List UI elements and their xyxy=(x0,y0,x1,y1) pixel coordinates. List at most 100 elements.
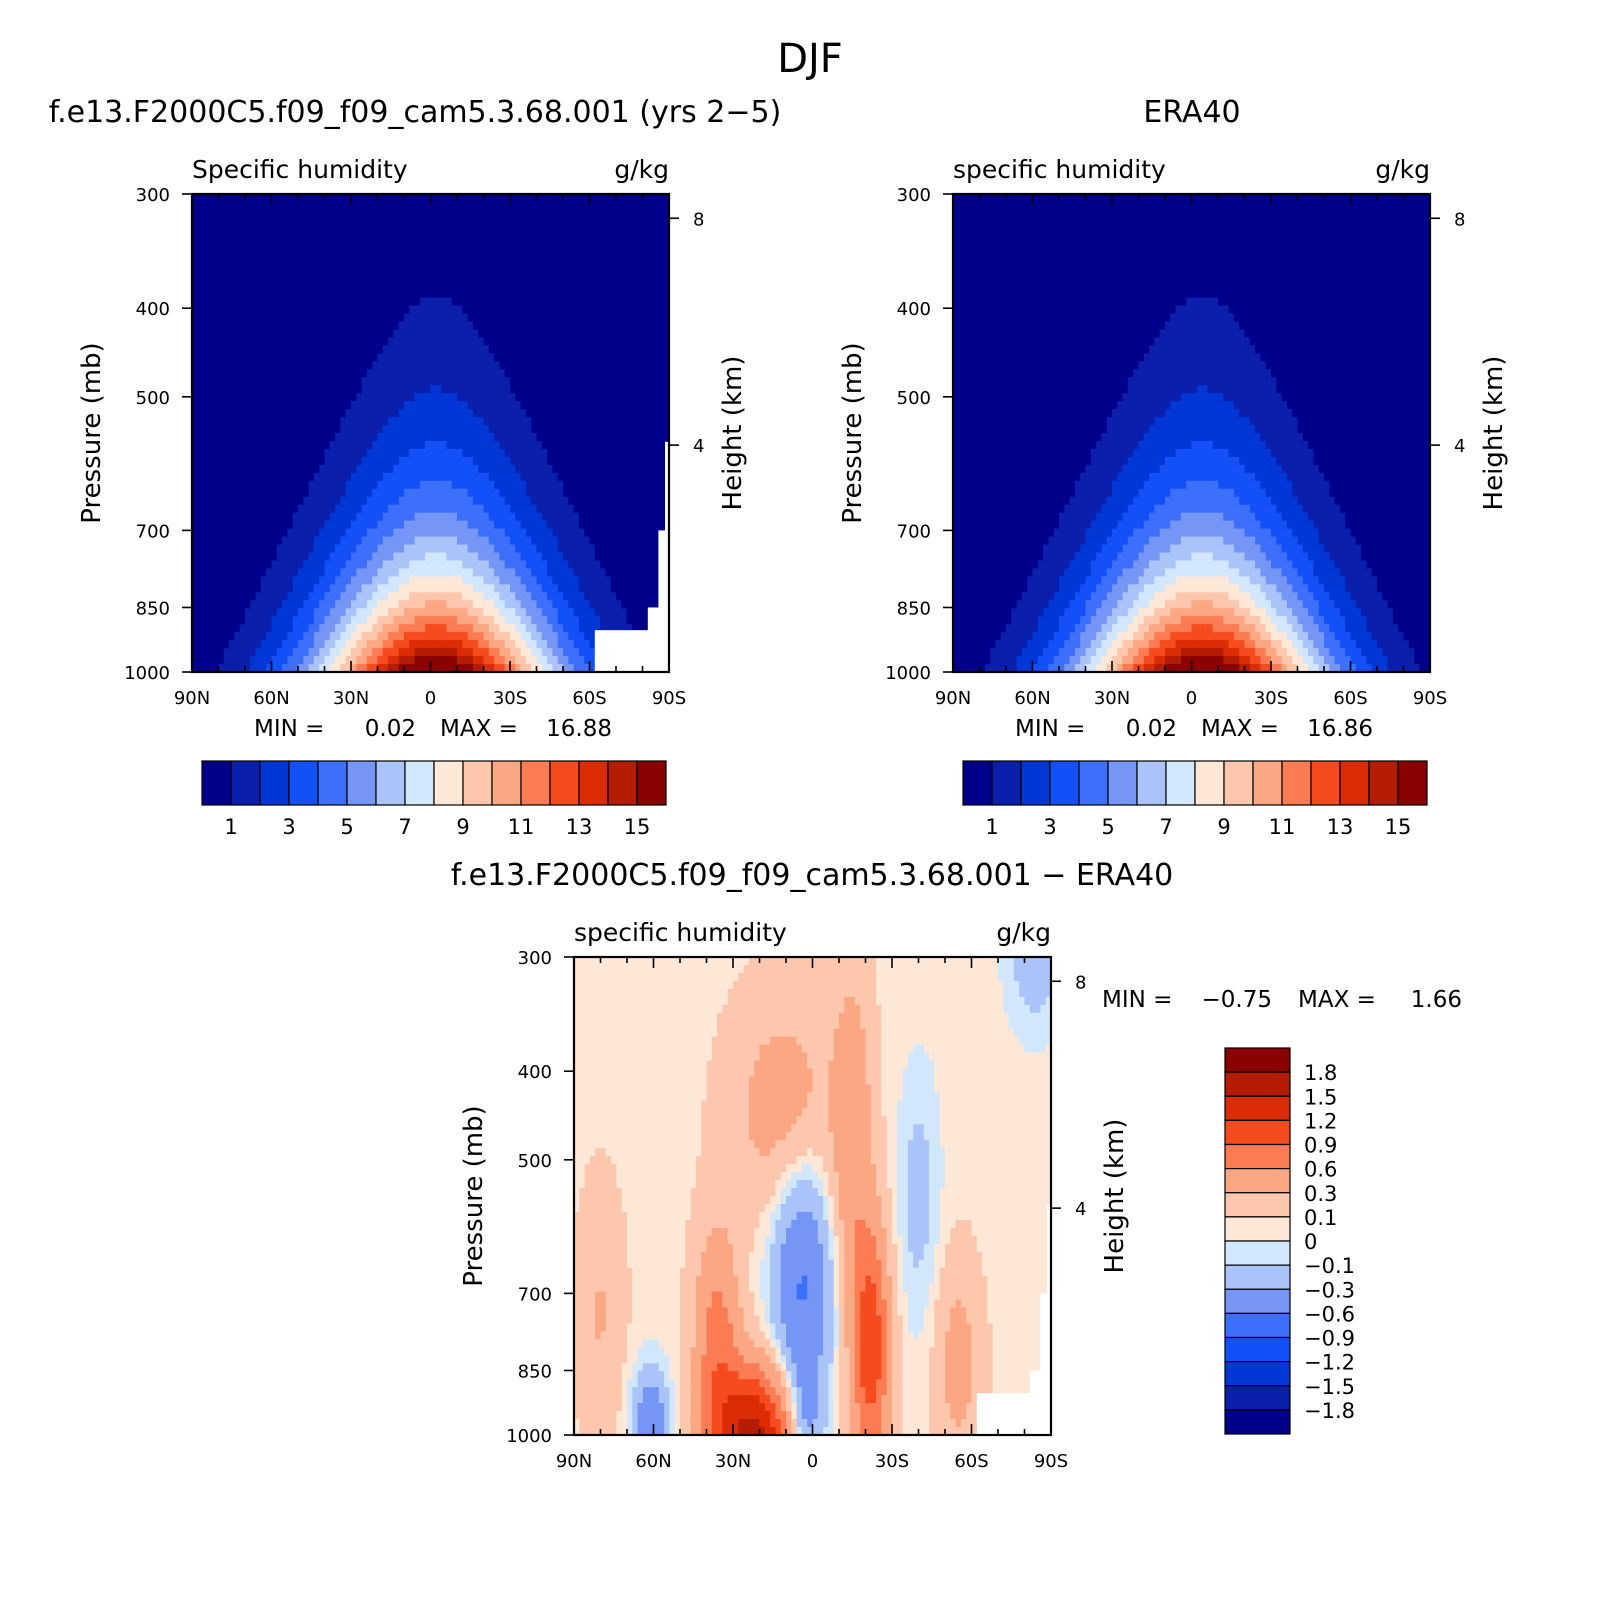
field-cell xyxy=(478,217,485,227)
field-cell xyxy=(563,552,569,562)
field-cell xyxy=(229,496,236,506)
field-cell xyxy=(298,560,304,570)
field-cell xyxy=(282,496,289,506)
field-cell xyxy=(621,393,628,402)
field-cell xyxy=(245,217,251,227)
field-cell xyxy=(287,528,294,538)
field-cell xyxy=(419,265,426,275)
field-cell xyxy=(260,353,267,362)
field-cell xyxy=(658,488,665,498)
field-cell xyxy=(276,616,283,625)
field-cell xyxy=(568,233,575,243)
field-cell xyxy=(276,321,283,331)
field-cell xyxy=(250,289,257,299)
field-cell xyxy=(653,409,660,418)
field-cell xyxy=(419,425,426,434)
field-cell xyxy=(658,369,665,378)
field-cell xyxy=(266,576,273,586)
field-cell xyxy=(319,496,326,506)
field-cell xyxy=(218,568,225,578)
field-cell xyxy=(271,560,278,570)
field-cell xyxy=(457,194,463,203)
field-cell xyxy=(653,194,660,203)
field-cell xyxy=(329,544,336,554)
field-cell xyxy=(552,504,559,514)
field-cell xyxy=(213,209,220,219)
field-cell xyxy=(488,273,495,283)
field-cell xyxy=(419,528,426,538)
field-cell xyxy=(631,289,638,299)
field-cell xyxy=(531,440,538,450)
field-cell xyxy=(319,329,326,339)
field-cell xyxy=(430,353,437,362)
field-cell xyxy=(531,504,538,514)
field-cell xyxy=(467,600,474,609)
field-cell xyxy=(478,608,485,617)
field-cell xyxy=(531,496,538,506)
field-cell xyxy=(409,313,416,323)
field-cell xyxy=(361,297,368,307)
field-cell xyxy=(419,568,426,578)
field-cell xyxy=(382,632,389,641)
field-cell xyxy=(393,241,400,251)
field-cell xyxy=(260,194,267,203)
field-cell xyxy=(207,241,214,251)
field-cell xyxy=(510,401,516,410)
field-cell xyxy=(531,464,538,474)
field-cell xyxy=(192,496,198,506)
field-cell xyxy=(351,353,357,362)
field-cell xyxy=(483,265,490,275)
field-cell xyxy=(647,313,654,323)
field-cell xyxy=(462,624,469,633)
field-cell xyxy=(578,361,585,370)
field-cell xyxy=(478,616,485,625)
field-cell xyxy=(255,409,262,418)
field-cell xyxy=(525,520,532,530)
field-cell xyxy=(658,385,665,394)
field-cell xyxy=(335,353,342,362)
field-cell xyxy=(515,472,522,482)
field-cell xyxy=(451,536,458,546)
field-cell xyxy=(356,233,363,243)
field-cell xyxy=(600,560,607,570)
field-cell xyxy=(541,353,548,362)
field-cell xyxy=(356,488,363,498)
field-cell xyxy=(260,257,267,267)
field-cell xyxy=(616,305,622,315)
field-cell xyxy=(303,393,310,402)
field-cell xyxy=(255,464,262,474)
field-cell xyxy=(361,568,368,578)
field-cell xyxy=(308,520,315,530)
field-cell xyxy=(472,512,479,522)
field-cell xyxy=(260,377,267,386)
field-cell xyxy=(393,233,400,243)
field-cell xyxy=(207,194,214,203)
field-cell xyxy=(536,265,543,275)
field-cell xyxy=(361,592,368,601)
field-cell xyxy=(202,480,209,490)
field-cell xyxy=(594,209,601,219)
field-cell xyxy=(393,632,400,641)
field-cell xyxy=(488,520,495,530)
field-cell xyxy=(308,504,315,514)
field-cell xyxy=(520,321,527,331)
field-cell xyxy=(393,488,400,498)
field-cell xyxy=(292,440,299,450)
field-cell xyxy=(393,536,400,546)
field-cell xyxy=(435,528,442,538)
field-cell xyxy=(616,496,622,506)
field-cell xyxy=(457,472,463,482)
field-cell xyxy=(197,369,204,378)
field-cell xyxy=(393,576,400,586)
field-cell xyxy=(451,576,458,586)
field-cell xyxy=(600,464,607,474)
field-cell xyxy=(504,600,511,609)
field-cell xyxy=(271,273,278,283)
field-cell xyxy=(414,528,421,538)
field-cell xyxy=(578,417,585,426)
field-cell xyxy=(313,592,320,601)
field-cell xyxy=(287,512,294,522)
field-cell xyxy=(552,265,559,275)
field-cell xyxy=(621,488,628,498)
field-cell xyxy=(229,345,236,355)
